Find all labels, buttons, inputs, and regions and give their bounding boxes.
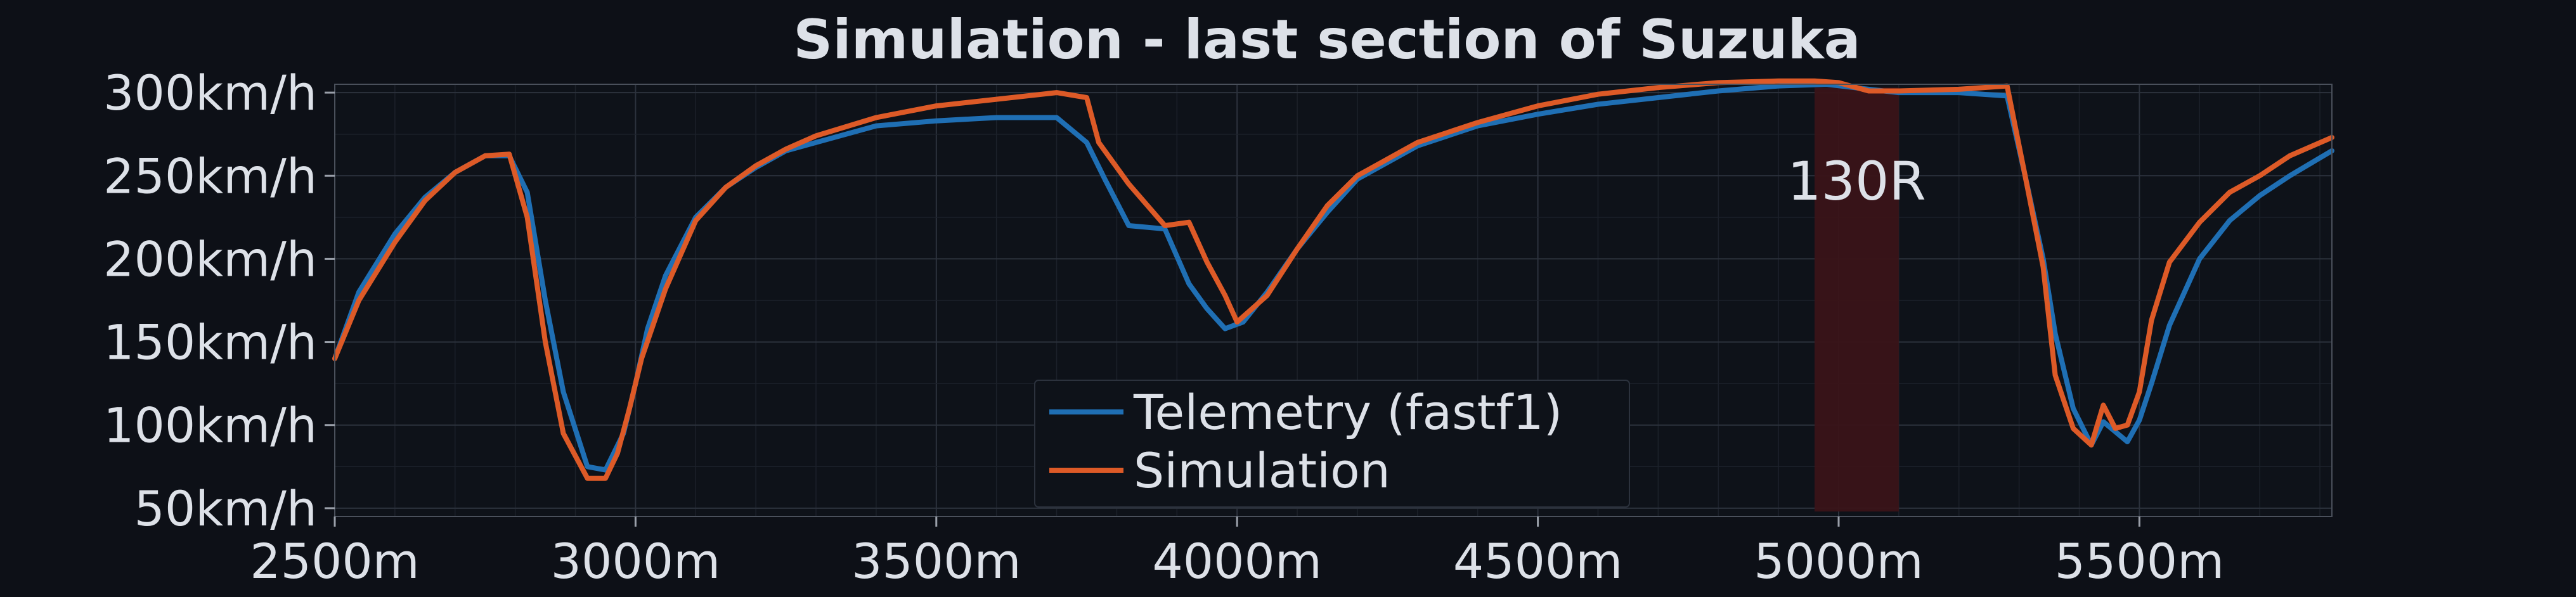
y-tick-label: 150km/h [103, 314, 317, 371]
x-tick-label: 2500m [250, 533, 419, 589]
series-lines [332, 78, 2334, 481]
x-tick-label: 4000m [1152, 533, 1321, 589]
legend-label-telemetry: Telemetry (fastf1) [1133, 384, 1562, 440]
y-tick-label: 250km/h [103, 148, 317, 204]
annotation-bands: 130R [1787, 87, 1926, 512]
y-tick-label: 200km/h [103, 231, 317, 287]
axes-frame [334, 84, 2333, 517]
x-tick-label: 5500m [2055, 533, 2224, 589]
annotation-band-130r [1815, 87, 1899, 512]
series-line-simulation [332, 78, 2334, 481]
x-tick-label: 4500m [1453, 533, 1622, 589]
x-tick-label: 5000m [1754, 533, 1923, 589]
y-tick-label: 100km/h [103, 397, 317, 454]
axes: 2500m 3000m 3500m 4000m 4500m 5000m 5500m 50km/… [103, 65, 2333, 589]
y-tick-label: 50km/h [134, 480, 317, 537]
chart-title: Simulation - last section of Suzuka [793, 8, 1860, 72]
annotation-label-130r: 130R [1787, 150, 1926, 212]
legend-box [1034, 380, 1630, 508]
y-tick-label: 300km/h [103, 65, 317, 121]
x-tick-label: 3500m [851, 533, 1021, 589]
legend: Telemetry (fastf1)Simulation [1034, 380, 1630, 508]
x-tick-label: 3000m [551, 533, 720, 589]
legend-label-simulation: Simulation [1134, 442, 1390, 499]
